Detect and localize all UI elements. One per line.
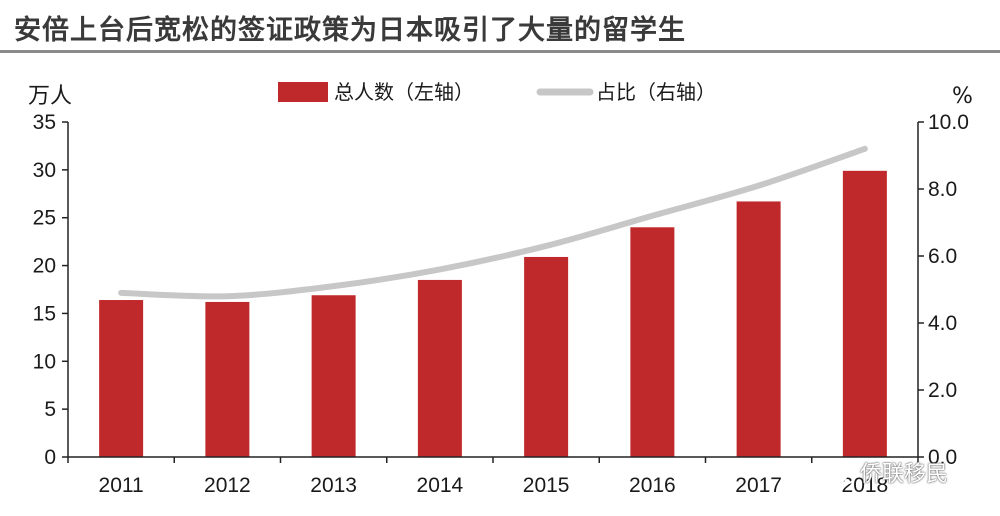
axes	[62, 121, 924, 463]
x-tick-label-2012: 2012	[204, 474, 251, 497]
watermark-text: 侨联移民	[860, 462, 949, 487]
legend-label-bar: 总人数（左轴）	[334, 80, 474, 104]
left-tick-label: 10	[33, 350, 56, 373]
tick-labels: 0 5 10 15 20 25 30 35 0.0 2.0 4.0 6.0 8.0 10.0 2011 201…	[33, 111, 969, 497]
bar-series	[99, 170, 887, 458]
right-tick-label: 0.0	[928, 446, 957, 469]
watermark: 侨联移民	[826, 456, 948, 488]
right-axis-unit: %	[952, 84, 973, 109]
chart-title: 安倍上台后宽松的签证政策为日本吸引了大量的留学生	[14, 15, 686, 46]
left-tick-label: 0	[44, 446, 56, 469]
line-series	[118, 145, 868, 300]
left-tick-label: 5	[44, 398, 56, 421]
x-tick-label-2013: 2013	[310, 474, 357, 497]
left-tick-label: 35	[33, 111, 56, 134]
title-divider	[0, 50, 1000, 53]
left-tick-label: 30	[33, 159, 56, 182]
x-tick-label-2015: 2015	[523, 474, 570, 497]
right-tick-label: 8.0	[928, 178, 957, 201]
bar-2018	[842, 170, 887, 458]
right-tick-label: 2.0	[928, 379, 957, 402]
left-tick-label: 20	[33, 255, 56, 278]
legend-swatch-bar	[278, 82, 328, 102]
x-tick-label-2011: 2011	[99, 474, 144, 497]
line-share	[118, 145, 868, 300]
left-axis-unit: 万人	[28, 84, 72, 109]
bar-2015	[524, 256, 569, 457]
bar-2014	[417, 279, 462, 457]
legend: 总人数（左轴） 占比（右轴）	[278, 80, 716, 104]
right-tick-label: 6.0	[928, 245, 957, 268]
right-tick-label: 4.0	[928, 312, 957, 335]
bar-2017	[736, 201, 781, 457]
right-tick-label: 10.0	[928, 111, 969, 134]
bar-2013	[311, 295, 356, 457]
left-tick-label: 15	[33, 302, 56, 325]
bar-2016	[630, 227, 675, 457]
x-tick-label-2014: 2014	[417, 474, 464, 497]
bar-2011	[99, 300, 144, 457]
x-tick-label-2016: 2016	[629, 474, 676, 497]
bar-2012	[205, 301, 250, 457]
left-tick-label: 25	[33, 207, 56, 230]
chat-bubble-icon	[826, 465, 855, 485]
legend-label-line: 占比（右轴）	[596, 80, 716, 104]
x-tick-label-2017: 2017	[735, 474, 782, 497]
